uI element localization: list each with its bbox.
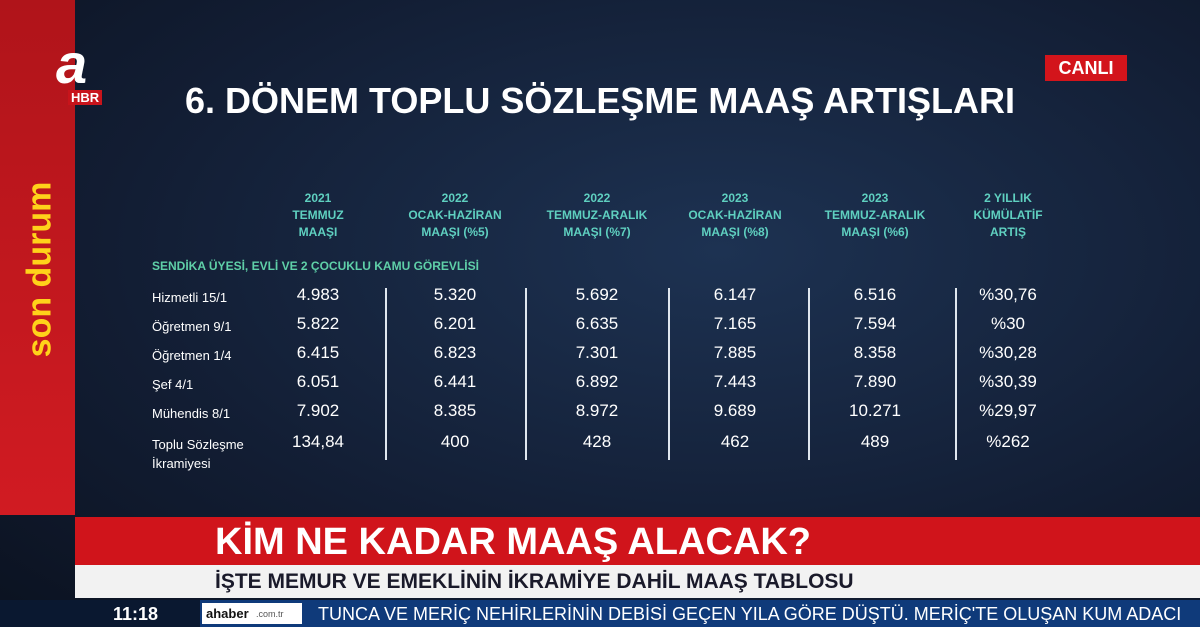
cell: %30,28 (979, 343, 1037, 362)
column-header: MAAŞI (%5) (421, 225, 489, 239)
cell: %29,97 (979, 401, 1037, 420)
subheadline: İŞTE MEMUR VE EMEKLİNİN İKRAMİYE DAHİL M… (215, 570, 854, 593)
column-header: MAAŞI (%6) (841, 225, 909, 239)
cell: 7.301 (575, 343, 619, 362)
cell: 134,84 (292, 432, 344, 451)
cell: 6.201 (433, 314, 477, 333)
cell: 6.441 (433, 372, 477, 391)
headline: KİM NE KADAR MAAŞ ALACAK? (215, 521, 811, 563)
column-header: 2022 (441, 191, 469, 205)
column-header: ARTIŞ (990, 225, 1026, 239)
row-label: Şef 4/1 (152, 377, 194, 392)
brand: ahaber (206, 606, 249, 621)
cell: 7.165 (713, 314, 757, 333)
column-header: TEMMUZ (292, 208, 344, 222)
cell: 7.902 (296, 401, 340, 420)
section-label: SENDİKA ÜYESİ, EVLİ VE 2 ÇOCUKLU KAMU GÖ… (152, 259, 479, 273)
ticker-text: TUNCA VE MERİÇ NEHİRLERİNİN DEBİSİ GEÇEN… (318, 604, 1182, 624)
column-header: 2021 (304, 191, 332, 205)
cell: 9.689 (713, 401, 757, 420)
column-header: 2 YILLIK (984, 191, 1032, 205)
headline-bar (75, 517, 1200, 565)
side-strip (0, 0, 75, 515)
cell: 489 (860, 432, 890, 451)
cell: 4.983 (296, 285, 340, 304)
brand-domain: .com.tr (256, 609, 284, 619)
column-header: OCAK-HAZİRAN (408, 208, 502, 222)
column-separator (668, 288, 670, 460)
cell: %30,76 (979, 285, 1037, 304)
cell: 5.320 (433, 285, 477, 304)
row-label: Öğretmen 9/1 (152, 319, 232, 334)
cell: 7.594 (853, 314, 897, 333)
cell: 6.892 (575, 372, 619, 391)
cell: 6.415 (296, 343, 340, 362)
cell: %30 (990, 314, 1026, 333)
time-box (0, 600, 200, 627)
column-header: 2022 (583, 191, 611, 205)
row-label: Hizmetli 15/1 (152, 290, 228, 305)
time: 11:18 (113, 604, 159, 624)
column-header: KÜMÜLATİF (973, 208, 1043, 222)
cell: %262 (986, 432, 1030, 451)
title: 6. DÖNEM TOPLU SÖZLEŞME MAAŞ ARTIŞLARI (184, 80, 1016, 121)
cell: %30,39 (979, 372, 1037, 391)
row-label: Mühendis 8/1 (152, 406, 231, 421)
cell: 462 (720, 432, 750, 451)
column-separator (955, 288, 957, 460)
side-label: son durum (20, 181, 59, 358)
logo-sub: HBR (68, 90, 103, 105)
column-header: OCAK-HAZİRAN (688, 208, 782, 222)
subheadline-bar (75, 565, 1200, 598)
column-separator (385, 288, 387, 460)
cell: 6.516 (853, 285, 897, 304)
cell: 6.147 (713, 285, 757, 304)
column-separator (808, 288, 810, 460)
column-header: TEMMUZ-ARALIK (546, 208, 648, 222)
cell: 6.051 (296, 372, 340, 391)
ticker-bar (0, 600, 1200, 627)
cell: 10.271 (849, 401, 901, 420)
cell: 428 (582, 432, 612, 451)
column-header: MAAŞI (%8) (701, 225, 769, 239)
cell: 6.823 (433, 343, 477, 362)
column-separator (525, 288, 527, 460)
cell: 8.385 (433, 401, 477, 420)
cell: 400 (440, 432, 470, 451)
column-header: MAAŞI (%7) (563, 225, 631, 239)
cell: 7.885 (713, 343, 757, 362)
cell: 6.635 (575, 314, 619, 333)
cell: 8.972 (575, 401, 619, 420)
live-badge: CANLI (1045, 55, 1127, 81)
brand-box (202, 603, 302, 624)
column-header: MAAŞI (298, 225, 338, 239)
column-header: TEMMUZ-ARALIK (824, 208, 926, 222)
cell: 5.822 (296, 314, 340, 333)
cell: 8.358 (853, 343, 897, 362)
cell: 7.890 (853, 372, 897, 391)
row-label: Toplu Sözleşme İkramiyesi (152, 437, 244, 471)
logo-mark: a (56, 32, 88, 95)
cell: 7.443 (713, 372, 757, 391)
column-header: 2023 (721, 191, 749, 205)
column-header: 2023 (861, 191, 889, 205)
cell: 5.692 (575, 285, 619, 304)
row-label: Öğretmen 1/4 (152, 348, 232, 363)
